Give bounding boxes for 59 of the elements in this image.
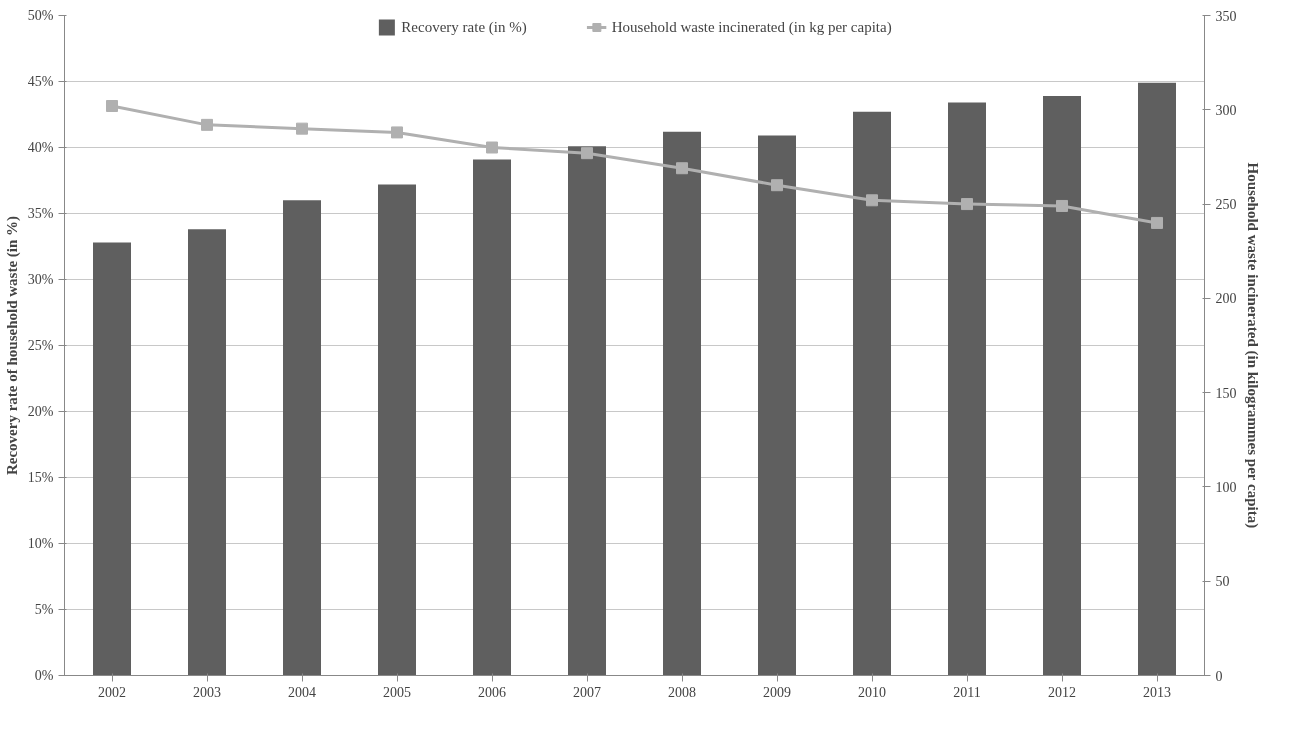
point [296, 122, 308, 135]
bar [568, 146, 606, 676]
bar [1138, 82, 1176, 676]
point [1151, 216, 1163, 229]
y2-tick-label: 100 [1215, 479, 1237, 495]
x-tick-label: 2007 [573, 684, 601, 700]
x-tick-label: 2003 [193, 684, 221, 700]
x-tick-label: 2010 [858, 684, 886, 700]
bar [853, 111, 891, 676]
bar [188, 229, 226, 676]
y-tick-label: 20% [27, 404, 54, 419]
y-tick-label: 5% [34, 602, 54, 617]
bar [283, 200, 321, 676]
y2-tick-label: 150 [1215, 385, 1237, 401]
y2-tick-label: 350 [1215, 8, 1237, 24]
point [486, 141, 498, 154]
y2-tick-label: 50 [1215, 574, 1230, 590]
point [391, 126, 403, 139]
y-tick-label: 40% [27, 140, 54, 155]
x-tick-label: 2013 [1143, 684, 1171, 700]
bar [758, 135, 796, 676]
bar [1043, 96, 1081, 676]
bar [663, 131, 701, 676]
x-tick-label: 2012 [1048, 684, 1076, 700]
x-tick-label: 2005 [383, 684, 411, 700]
y-tick-label: 15% [27, 470, 54, 485]
point [961, 198, 973, 211]
legend-label: Recovery rate (in %) [401, 18, 527, 36]
x-tick-label: 2008 [668, 684, 696, 700]
point [676, 162, 688, 175]
x-tick-label: 2002 [98, 684, 126, 700]
point [106, 100, 118, 113]
y-tick-label: 25% [27, 338, 54, 353]
point [201, 118, 213, 131]
y-axis-title: Recovery rate of household waste (in %) [3, 215, 21, 476]
y-tick-label: 0% [34, 668, 54, 683]
point [1056, 199, 1068, 212]
y-tick-label: 30% [27, 272, 54, 287]
bar [378, 184, 416, 676]
y-tick-label: 45% [27, 74, 54, 89]
legend-label: Household waste incinerated (in kg per capita) [611, 18, 892, 36]
y2-tick-label: 0 [1215, 668, 1223, 684]
y2-tick-label: 300 [1215, 102, 1237, 118]
bar [473, 159, 511, 676]
y-tick-label: 10% [27, 536, 54, 551]
y2-axis-title: Household waste incinerated (in kilogrammes per capita) [1243, 162, 1261, 529]
y2-tick-label: 250 [1215, 197, 1237, 213]
bar [948, 102, 986, 676]
y-tick-label: 50% [27, 8, 54, 23]
point [581, 147, 593, 160]
y-tick-label: 35% [27, 206, 54, 221]
bar [93, 242, 131, 676]
point [866, 194, 878, 207]
point [771, 179, 783, 192]
y2-tick-label: 200 [1215, 291, 1237, 307]
x-tick-label: 2004 [288, 684, 316, 700]
x-tick-label: 2009 [763, 684, 791, 700]
x-tick-label: 2006 [478, 684, 506, 700]
x-tick-label: 2011 [953, 684, 981, 700]
